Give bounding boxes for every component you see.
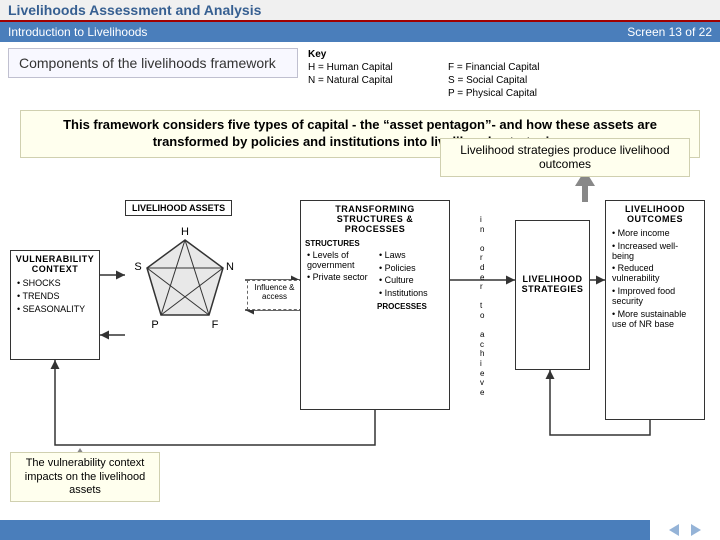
bottom-bar [0,520,720,540]
next-button[interactable] [691,524,701,536]
outcome-item: More income [612,229,700,239]
transform-box: TRANSFORMING STRUCTURES & PROCESSES STRU… [300,200,450,410]
outcome-item: Increased well-being [612,242,700,262]
process-item: Institutions [379,289,445,299]
key-legend-right: F = Financial Capital S = Social Capital… [448,48,598,100]
nav-controls [650,520,720,540]
prev-button[interactable] [669,524,679,536]
screen-counter: Screen 13 of 22 [627,25,712,39]
outcome-item: Improved food security [612,287,700,307]
vulnerability-box: VULNERABILITY CONTEXT SHOCKS TRENDS SEAS… [10,250,100,360]
vuln-list: SHOCKS TRENDS SEASONALITY [15,279,95,315]
component-heading: Components of the livelihoods framework [8,48,298,78]
strategies-title: LIVELIHOOD STRATEGIES [520,275,585,295]
vuln-item: TRENDS [17,292,95,302]
header-row: Components of the livelihoods framework … [0,42,720,106]
callout-vulnerability: The vulnerability context impacts on the… [10,452,160,502]
process-item: Culture [379,276,445,286]
structure-item: Levels of government [307,251,373,271]
process-item: Policies [379,264,445,274]
outcomes-box: LIVELIHOOD OUTCOMES More income Increase… [605,200,705,420]
processes-title: PROCESSES [377,302,445,311]
subtitle-bar: Introduction to Livelihoods Screen 13 of… [0,22,720,42]
influence-box: Influence & access [247,280,302,310]
livelihoods-diagram: VULNERABILITY CONTEXT SHOCKS TRENDS SEAS… [10,170,710,470]
bottom-blue [0,520,650,540]
strategies-box: LIVELIHOOD STRATEGIES [515,220,590,370]
key-s: S = Social Capital [448,74,598,87]
key-legend-left: Key H = Human Capital N = Natural Capita… [308,48,438,87]
callout-strategies: Livelihood strategies produce livelihood… [440,138,690,177]
process-item: Laws [379,251,445,261]
structure-item: Private sector [307,273,373,283]
key-title: Key [308,48,438,61]
outcome-item: Reduced vulnerability [612,264,700,284]
structures-title: STRUCTURES [305,239,373,248]
svg-text:F: F [212,319,219,331]
key-p: P = Physical Capital [448,87,598,100]
vuln-item: SEASONALITY [17,305,95,315]
svg-text:S: S [134,261,141,273]
outcomes-title: LIVELIHOOD OUTCOMES [610,205,700,225]
outcome-item: More sustainable use of NR base [612,310,700,330]
key-f: F = Financial Capital [448,61,598,74]
assets-label: LIVELIHOOD ASSETS [125,200,232,216]
vuln-title: VULNERABILITY CONTEXT [15,255,95,275]
key-n: N = Natural Capital [308,74,438,87]
asset-pentagon: H N F P S [125,220,245,340]
vuln-item: SHOCKS [17,279,95,289]
key-h: H = Human Capital [308,61,438,74]
svg-text:P: P [151,319,158,331]
page-title: Livelihoods Assessment and Analysis [0,0,720,22]
subtitle-text: Introduction to Livelihoods [8,25,147,39]
svg-text:N: N [226,261,234,273]
transform-title: TRANSFORMING STRUCTURES & PROCESSES [305,205,445,235]
svg-text:H: H [181,226,189,238]
in-order-text: i n o r d e r t o a c h i e v e [480,215,484,397]
